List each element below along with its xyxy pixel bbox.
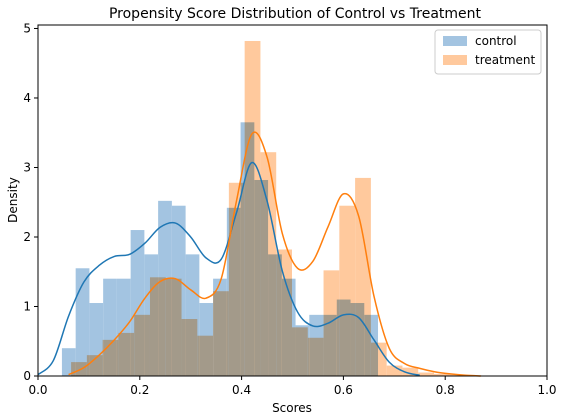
x-axis: 0.0 0.2 0.4 0.6 0.8 1.0 xyxy=(28,376,557,397)
y-tick-label: 4 xyxy=(23,91,31,105)
treatment-bar xyxy=(86,355,103,376)
legend-swatch-treatment xyxy=(443,55,467,65)
treatment-bar xyxy=(386,365,403,376)
treatment-bar xyxy=(434,373,450,376)
treatment-bar xyxy=(149,277,166,376)
x-tick-label: 0.8 xyxy=(436,383,455,397)
y-tick-label: 0 xyxy=(23,369,31,383)
treatment-bar xyxy=(228,182,245,376)
legend-swatch-control xyxy=(443,36,467,46)
treatment-bar xyxy=(291,327,308,376)
treatment-bar xyxy=(355,177,371,376)
x-tick-label: 1.0 xyxy=(537,383,556,397)
chart-title: Propensity Score Distribution of Control… xyxy=(109,6,482,22)
plot-area xyxy=(37,40,482,377)
treatment-bar xyxy=(339,205,356,376)
treatment-bar xyxy=(418,372,435,376)
treatment-bar xyxy=(244,40,261,376)
y-tick-label: 1 xyxy=(23,299,31,313)
control-bar xyxy=(75,268,90,376)
x-tick-label: 0.4 xyxy=(232,383,251,397)
plot-frame xyxy=(37,24,548,377)
treatment-bar xyxy=(276,249,292,376)
x-axis-title: Scores xyxy=(272,401,312,415)
treatment-bar xyxy=(402,367,419,376)
kde-line-treatment xyxy=(68,131,481,377)
treatment-bar xyxy=(213,291,229,376)
legend-label-control: control xyxy=(475,34,517,48)
treatment-bar xyxy=(102,339,119,376)
y-axis: 0 1 2 3 4 5 xyxy=(23,21,38,383)
treatment-bar xyxy=(323,270,340,376)
treatment-bar xyxy=(71,362,87,376)
y-axis-title: Density xyxy=(6,177,20,223)
histogram-treatment xyxy=(71,40,482,376)
treatment-bar xyxy=(370,342,387,376)
treatment-bar xyxy=(181,319,198,376)
treatment-bar xyxy=(134,314,150,376)
y-tick-label: 5 xyxy=(23,21,31,35)
y-tick-label: 2 xyxy=(23,230,31,244)
legend: control treatment xyxy=(434,29,542,75)
y-tick-label: 3 xyxy=(23,160,31,174)
x-tick-label: 0.2 xyxy=(130,383,149,397)
x-tick-label: 0.6 xyxy=(334,383,353,397)
treatment-bar xyxy=(307,337,324,376)
treatment-bar xyxy=(165,278,182,376)
legend-label-treatment: treatment xyxy=(475,53,535,67)
treatment-bar xyxy=(118,332,135,376)
treatment-bar xyxy=(260,152,277,376)
treatment-bar xyxy=(197,335,214,376)
x-tick-label: 0.0 xyxy=(28,383,47,397)
